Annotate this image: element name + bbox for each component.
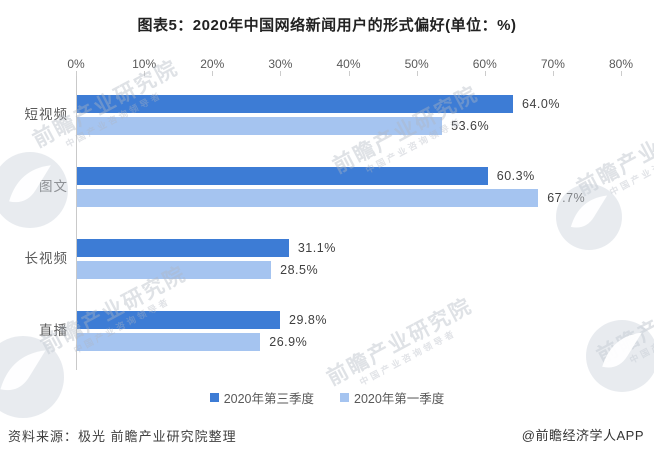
x-axis-tick-label: 50% bbox=[404, 57, 429, 71]
bar-2020年第一季度 bbox=[77, 117, 443, 135]
category-label: 直播 bbox=[39, 323, 68, 338]
x-axis-tick-label: 70% bbox=[540, 57, 565, 71]
bar-2020年第三季度 bbox=[77, 167, 488, 185]
legend-label: 2020年第三季度 bbox=[223, 392, 314, 406]
x-axis-tick-mark bbox=[621, 71, 622, 76]
bar-2020年第一季度 bbox=[77, 333, 261, 351]
x-axis-tick-label: 80% bbox=[608, 57, 634, 71]
y-axis-line bbox=[76, 76, 77, 370]
legend-item: 2020年第一季度 bbox=[340, 388, 444, 407]
x-axis-tick-label: 30% bbox=[268, 57, 293, 71]
value-label: 60.3% bbox=[496, 169, 535, 183]
value-label: 67.7% bbox=[547, 191, 586, 205]
value-label: 31.1% bbox=[297, 241, 336, 255]
x-axis-tick-label: 60% bbox=[472, 57, 497, 71]
x-axis-tick-label: 10% bbox=[132, 57, 157, 71]
bar-2020年第三季度 bbox=[77, 95, 513, 113]
x-axis-tick-mark bbox=[76, 71, 77, 76]
x-axis-tick-label: 40% bbox=[336, 57, 361, 71]
legend-label: 2020年第一季度 bbox=[354, 392, 445, 406]
x-axis-tick-mark bbox=[416, 71, 418, 76]
chart-title: 图表5：2020年中国网络新闻用户的形式偏好(单位：%) bbox=[137, 17, 517, 34]
category-label: 长视频 bbox=[24, 251, 68, 266]
x-axis-tick-mark bbox=[552, 71, 554, 76]
legend-marker-icon bbox=[340, 393, 349, 402]
bar-2020年第一季度 bbox=[77, 261, 272, 279]
value-label: 64.0% bbox=[522, 97, 560, 111]
value-label: 29.8% bbox=[289, 313, 327, 327]
value-label: 26.9% bbox=[269, 335, 308, 349]
x-axis-tick-mark bbox=[484, 71, 486, 76]
bar-2020年第三季度 bbox=[77, 239, 289, 257]
value-label: 28.5% bbox=[280, 263, 319, 277]
category-label: 短视频 bbox=[24, 107, 68, 122]
bar-2020年第一季度 bbox=[77, 189, 539, 207]
legend-marker-icon bbox=[209, 393, 219, 402]
x-axis-tick-mark bbox=[348, 71, 350, 76]
x-axis-tick-mark bbox=[280, 71, 282, 76]
x-axis-tick-label: 0% bbox=[67, 57, 85, 71]
source-note: 资料来源：极光 前瞻产业研究院整理 bbox=[8, 429, 237, 444]
x-axis-tick-label: 20% bbox=[200, 57, 225, 71]
category-label: 图文 bbox=[39, 179, 68, 194]
value-label: 53.6% bbox=[451, 119, 490, 133]
legend: 2020年第三季度 2020年第一季度 bbox=[0, 388, 654, 407]
x-axis-tick-mark bbox=[144, 71, 146, 76]
x-axis-tick-mark bbox=[212, 71, 214, 76]
bar-2020年第三季度 bbox=[77, 311, 280, 329]
legend-item: 2020年第三季度 bbox=[209, 388, 314, 407]
credit-note: @前瞻经济学人APP bbox=[521, 428, 644, 443]
